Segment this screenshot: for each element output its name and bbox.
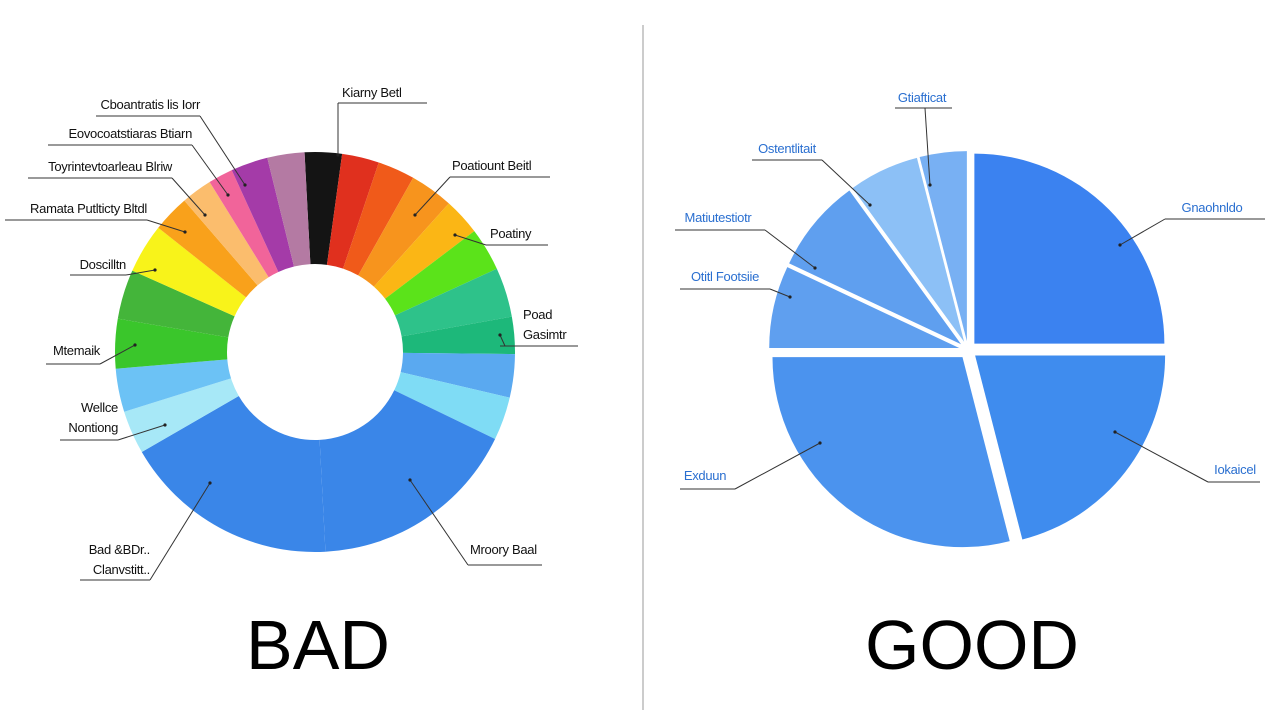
donut-slice <box>115 318 229 369</box>
leader-line <box>146 219 186 233</box>
slice-label: Poatiount Beitl <box>452 158 532 173</box>
leader-dot <box>413 213 417 217</box>
donut-slice <box>267 152 311 267</box>
donut-slice <box>141 396 326 552</box>
leader-line <box>454 234 487 246</box>
leader-line <box>1119 218 1166 246</box>
slice-label: Cboantratis lis Iorr <box>100 97 201 112</box>
leader-line <box>764 229 816 269</box>
leader-dot <box>183 230 187 234</box>
slice-label: Mroory Baal <box>470 542 537 557</box>
pie-slice <box>769 267 960 349</box>
leader-dot <box>226 193 230 197</box>
slice-label: Kiarny Betl <box>342 85 402 100</box>
slice-label: Gnaohnldo <box>1181 200 1243 215</box>
slice-label: Poatiny <box>490 226 532 241</box>
leader-line <box>199 115 246 186</box>
slice-label: Ramata Putlticty Bltdl <box>30 201 147 216</box>
pie-slice <box>772 357 1010 548</box>
leader-dot <box>336 153 340 157</box>
leader-line <box>734 442 821 490</box>
slice-label: Doscilltn <box>79 257 127 272</box>
leader-line <box>99 344 136 365</box>
slice-label: Otitl Footsiie <box>690 269 760 284</box>
slice-label: Toyrintevtoarleau Blriw <box>48 159 172 174</box>
leader-line <box>117 424 166 441</box>
slice-label: Gtiafticat <box>897 90 947 105</box>
chart-title: GOOD <box>865 606 1079 684</box>
slice-label: Iokaicel <box>1214 462 1256 477</box>
leader-line <box>149 482 211 581</box>
leader-dot <box>813 266 817 270</box>
pie-slice <box>789 190 962 345</box>
leader-line <box>409 479 469 566</box>
leader-dot <box>1118 243 1122 247</box>
leader-line <box>769 288 791 298</box>
leader-dot <box>163 423 167 427</box>
slice-label: Wellce Nontiong <box>68 400 118 435</box>
pie-slice <box>852 157 965 342</box>
leader-dot <box>208 481 212 485</box>
leader-dot <box>868 203 872 207</box>
donut-slice <box>231 157 295 272</box>
leader-line <box>191 144 229 196</box>
donut-slice <box>401 316 515 355</box>
leader-line <box>499 334 506 347</box>
leader-dot <box>788 295 792 299</box>
donut-slice <box>394 372 510 440</box>
donut-slice <box>158 200 258 298</box>
donut-slice <box>132 227 247 317</box>
donut-slice <box>395 268 512 337</box>
donut-slice <box>115 359 232 412</box>
leader-dot <box>453 233 457 237</box>
leader-line <box>125 269 156 276</box>
slice-label: Mtemaik <box>52 343 100 358</box>
leader-dot <box>203 213 207 217</box>
donut-slice <box>117 270 235 338</box>
donut-slice <box>209 170 279 278</box>
leader-dot <box>153 268 157 272</box>
donut-slice <box>343 162 414 276</box>
donut-slice <box>358 177 449 287</box>
leader-line <box>924 107 931 186</box>
leader-dot <box>928 183 932 187</box>
donut-slice <box>304 152 343 265</box>
leader-dot <box>243 183 247 187</box>
leader-dot <box>408 478 412 482</box>
slice-label: Ostentlitait <box>758 141 816 156</box>
donut-slice <box>319 390 496 552</box>
donut-slice <box>184 182 269 286</box>
donut-slice <box>124 378 239 452</box>
leader-dot <box>133 343 137 347</box>
leader-dot <box>498 333 502 337</box>
donut-slice <box>373 203 475 299</box>
leader-dot <box>1113 430 1117 434</box>
leader-dot <box>818 441 822 445</box>
donut-slice <box>326 153 379 269</box>
slice-label: Poad Gasimtr <box>523 307 567 342</box>
leader-line <box>414 176 451 216</box>
slice-label: Eovocoatstiaras Btiarn <box>68 126 193 141</box>
pie-slice <box>919 151 967 342</box>
slice-label: Matiutestiotr <box>684 210 752 225</box>
pie-slice <box>975 355 1166 540</box>
slice-label: Bad &BDr.. Clanvstitt.. <box>88 542 151 577</box>
chart-title: BAD <box>246 606 390 684</box>
leader-line <box>1114 431 1209 483</box>
pie-slice <box>974 153 1165 344</box>
donut-slice <box>385 231 497 316</box>
slice-label: Exduun <box>683 468 727 483</box>
donut-slice <box>400 352 515 398</box>
leader-line <box>171 177 206 216</box>
leader-line <box>821 159 871 206</box>
